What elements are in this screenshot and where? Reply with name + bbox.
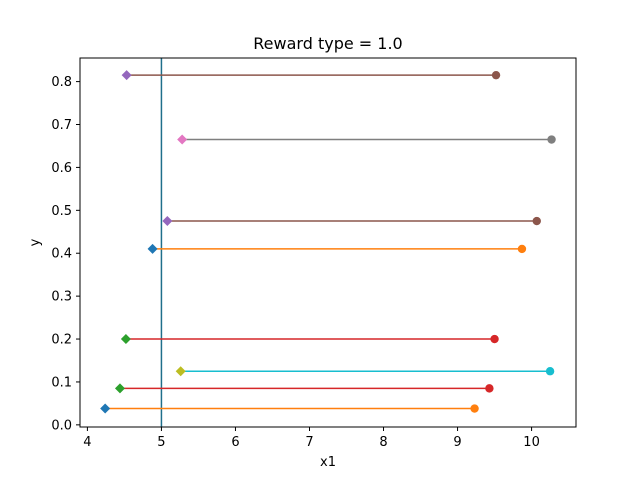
y-axis-label: y <box>28 238 43 246</box>
x-axis-label: x1 <box>320 455 336 470</box>
x-tick-label: 6 <box>231 435 239 450</box>
segment-end-point <box>490 334 499 344</box>
x-tick-label: 10 <box>523 435 540 450</box>
series-segment <box>100 403 479 414</box>
segment-start-point <box>177 134 188 145</box>
x-tick-label: 8 <box>379 435 387 450</box>
segment-start-point <box>120 334 131 345</box>
axes-frame <box>79 57 577 428</box>
series-segment <box>162 216 541 227</box>
segment-start-point <box>147 243 158 254</box>
segment-end-point <box>547 135 556 144</box>
segment-start-point <box>175 366 186 377</box>
chart-title: Reward type = 1.0 <box>253 34 402 53</box>
segment-end-point <box>491 70 501 80</box>
plot-area <box>100 58 556 427</box>
y-axis: 0.0 0.1 0.2 0.3 0.4 0.5 0.6 0.7 0.8 <box>51 75 80 433</box>
segment-end-point <box>532 216 541 226</box>
x-tick-label: 5 <box>157 435 165 450</box>
y-tick-label: 0.2 <box>51 333 72 348</box>
segment-end-point <box>517 244 527 254</box>
series-segment <box>147 243 527 254</box>
segment-start-point <box>162 216 173 227</box>
segment-start-point <box>121 70 132 81</box>
y-tick-label: 0.4 <box>51 247 72 262</box>
y-tick-label: 0.6 <box>51 161 72 176</box>
y-tick-label: 0.7 <box>51 118 72 133</box>
segment-end-point <box>470 404 479 413</box>
y-tick-label: 0.5 <box>51 204 72 219</box>
y-tick-label: 0.1 <box>51 375 72 390</box>
x-tick-label: 7 <box>305 435 313 450</box>
y-tick-label: 0.8 <box>51 75 72 90</box>
x-axis: 4 5 6 7 8 9 10 <box>83 427 540 450</box>
series-segment <box>120 334 499 345</box>
series-segment <box>121 70 501 81</box>
x-tick-label: 9 <box>453 435 461 450</box>
segment-end-point <box>545 367 555 376</box>
y-tick-label: 0.0 <box>51 418 72 433</box>
series-segment <box>175 366 555 377</box>
segment-start-point <box>100 403 111 414</box>
segment-end-point <box>485 384 494 393</box>
series-segment <box>177 134 556 145</box>
x-tick-label: 4 <box>83 435 91 450</box>
y-tick-label: 0.3 <box>51 290 72 305</box>
series-segment <box>114 383 494 394</box>
segment-start-point <box>114 383 125 394</box>
